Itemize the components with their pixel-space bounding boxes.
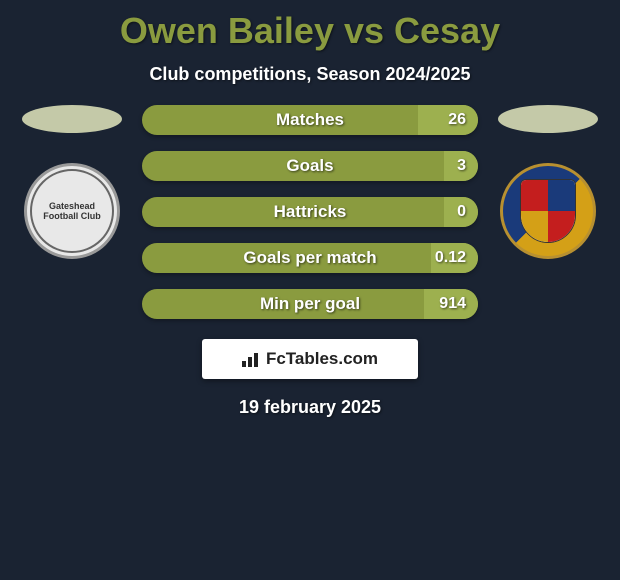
- stat-row-matches: Matches 26: [142, 105, 478, 135]
- stat-label: Goals: [286, 156, 333, 176]
- stat-label: Matches: [276, 110, 344, 130]
- subtitle: Club competitions, Season 2024/2025: [0, 64, 620, 85]
- club-crest-left: Gateshead Football Club: [24, 163, 120, 259]
- stat-row-hattricks: Hattricks 0: [142, 197, 478, 227]
- brand-text: FcTables.com: [242, 349, 378, 369]
- stat-label: Min per goal: [260, 294, 360, 314]
- club-crest-right: [500, 163, 596, 259]
- stat-row-min-per-goal: Min per goal 914: [142, 289, 478, 319]
- stats-list: Matches 26 Goals 3 Hattricks 0 Goals per…: [142, 105, 478, 319]
- stat-value: 3: [457, 157, 466, 175]
- comparison-card: Owen Bailey vs Cesay Club competitions, …: [0, 0, 620, 418]
- stat-value: 914: [439, 295, 466, 313]
- main-area: Gateshead Football Club Matches 26 Goals…: [0, 105, 620, 319]
- player-left-marker: [22, 105, 122, 133]
- stat-value: 26: [448, 111, 466, 129]
- stat-label: Goals per match: [243, 248, 376, 268]
- player-left-column: Gateshead Football Club: [22, 105, 122, 259]
- player-right-column: [498, 105, 598, 259]
- bar-chart-icon: [242, 351, 262, 367]
- stat-row-goals-per-match: Goals per match 0.12: [142, 243, 478, 273]
- stat-label: Hattricks: [274, 202, 347, 222]
- stat-row-goals: Goals 3: [142, 151, 478, 181]
- brand-badge[interactable]: FcTables.com: [202, 339, 418, 379]
- date-label: 19 february 2025: [0, 397, 620, 418]
- brand-label: FcTables.com: [266, 349, 378, 369]
- page-title: Owen Bailey vs Cesay: [0, 10, 620, 52]
- shield-icon: [520, 179, 576, 243]
- player-right-marker: [498, 105, 598, 133]
- stat-value: 0.12: [435, 249, 466, 267]
- club-crest-left-label: Gateshead Football Club: [35, 201, 109, 221]
- stat-value: 0: [457, 203, 466, 221]
